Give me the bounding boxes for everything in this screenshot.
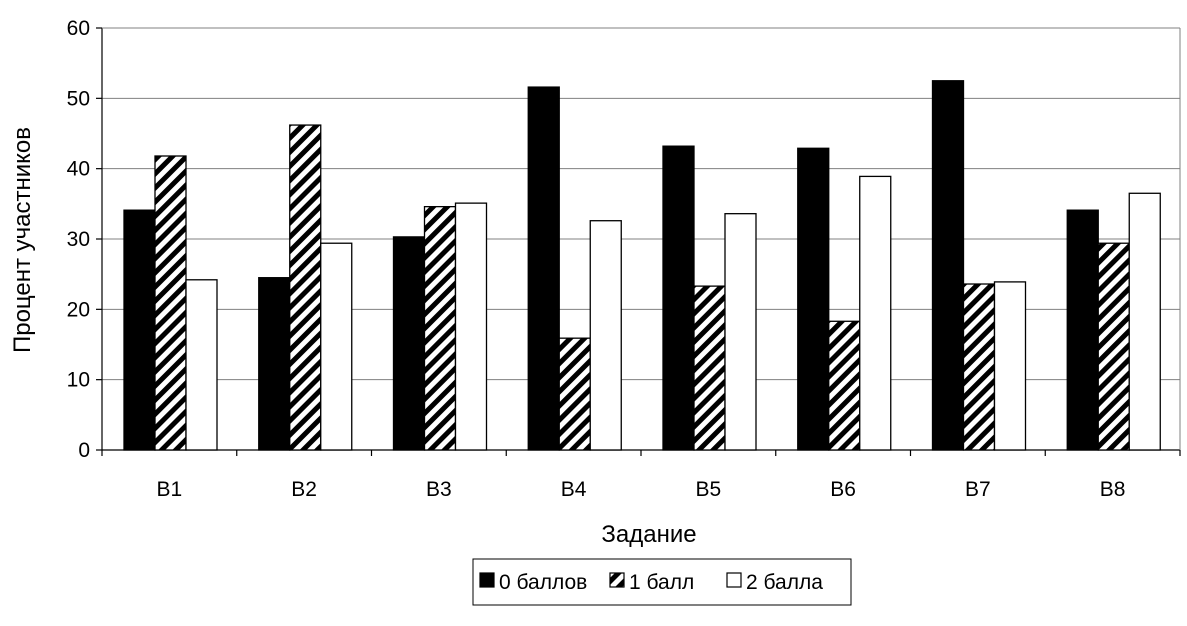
x-tick-label: B5 <box>696 478 722 501</box>
bar-b8-series-0 <box>1066 209 1099 451</box>
bar-b1-series-2 <box>185 279 218 451</box>
legend-label: 2 балла <box>746 571 823 594</box>
x-tick-label: B7 <box>965 478 991 501</box>
bar-b3-series-1 <box>423 205 457 451</box>
tick-labels: 0 10 20 30 40 50 60 B1 B2 B3 B4 B5 B6 B7 B8 <box>67 17 1126 501</box>
bar-b5-series-1 <box>693 285 726 451</box>
bar-b7-series-0 <box>931 80 965 451</box>
bar-b1-series-0 <box>123 209 156 451</box>
bar-b8-series-2 <box>1128 192 1161 451</box>
bar-b3-series-0 <box>392 236 426 451</box>
legend: 0 баллов 1 балл 2 балла <box>472 558 852 606</box>
y-tick-label: 20 <box>67 298 90 321</box>
legend-swatch <box>726 572 742 588</box>
bar-b2-series-1 <box>289 124 322 451</box>
y-tick-label: 10 <box>67 369 90 392</box>
bar-b2-series-0 <box>258 277 291 451</box>
bar-b4-series-0 <box>527 86 560 451</box>
x-tick-label: B6 <box>830 478 856 501</box>
x-tick-label: B3 <box>426 478 452 501</box>
bar-b2-series-2 <box>320 242 353 451</box>
x-tick-label: B2 <box>291 478 317 501</box>
bar-b6-series-0 <box>797 147 830 451</box>
bar-b8-series-1 <box>1097 242 1130 451</box>
bar-b1-series-1 <box>154 155 187 451</box>
x-axis-title: Задание <box>601 521 696 548</box>
legend-label: 0 баллов <box>499 571 587 594</box>
legend-swatch <box>609 572 625 588</box>
bar-b6-series-2 <box>859 175 892 451</box>
y-axis-title: Процент участников <box>9 127 36 353</box>
bar-b3-series-2 <box>454 202 488 451</box>
y-tick-label: 40 <box>67 158 90 181</box>
y-tick-label: 0 <box>78 439 90 462</box>
bar-b7-series-2 <box>993 281 1027 451</box>
bar-b5-series-2 <box>724 213 757 451</box>
y-tick-label: 30 <box>67 228 90 251</box>
bar-b6-series-1 <box>828 320 861 451</box>
legend-swatch <box>479 572 495 588</box>
x-tick-label: B8 <box>1100 478 1126 501</box>
x-tick-label: B4 <box>561 478 587 501</box>
legend-label: 1 балл <box>629 571 694 594</box>
bar-b4-series-2 <box>589 220 622 451</box>
y-tick-label: 60 <box>67 17 90 40</box>
legend-box <box>472 558 852 606</box>
bar-b4-series-1 <box>558 337 591 451</box>
bar-b7-series-1 <box>962 283 996 451</box>
bar-b5-series-0 <box>662 145 695 451</box>
y-tick-label: 50 <box>67 87 90 110</box>
bars <box>123 80 1161 451</box>
x-tick-label: B1 <box>157 478 183 501</box>
